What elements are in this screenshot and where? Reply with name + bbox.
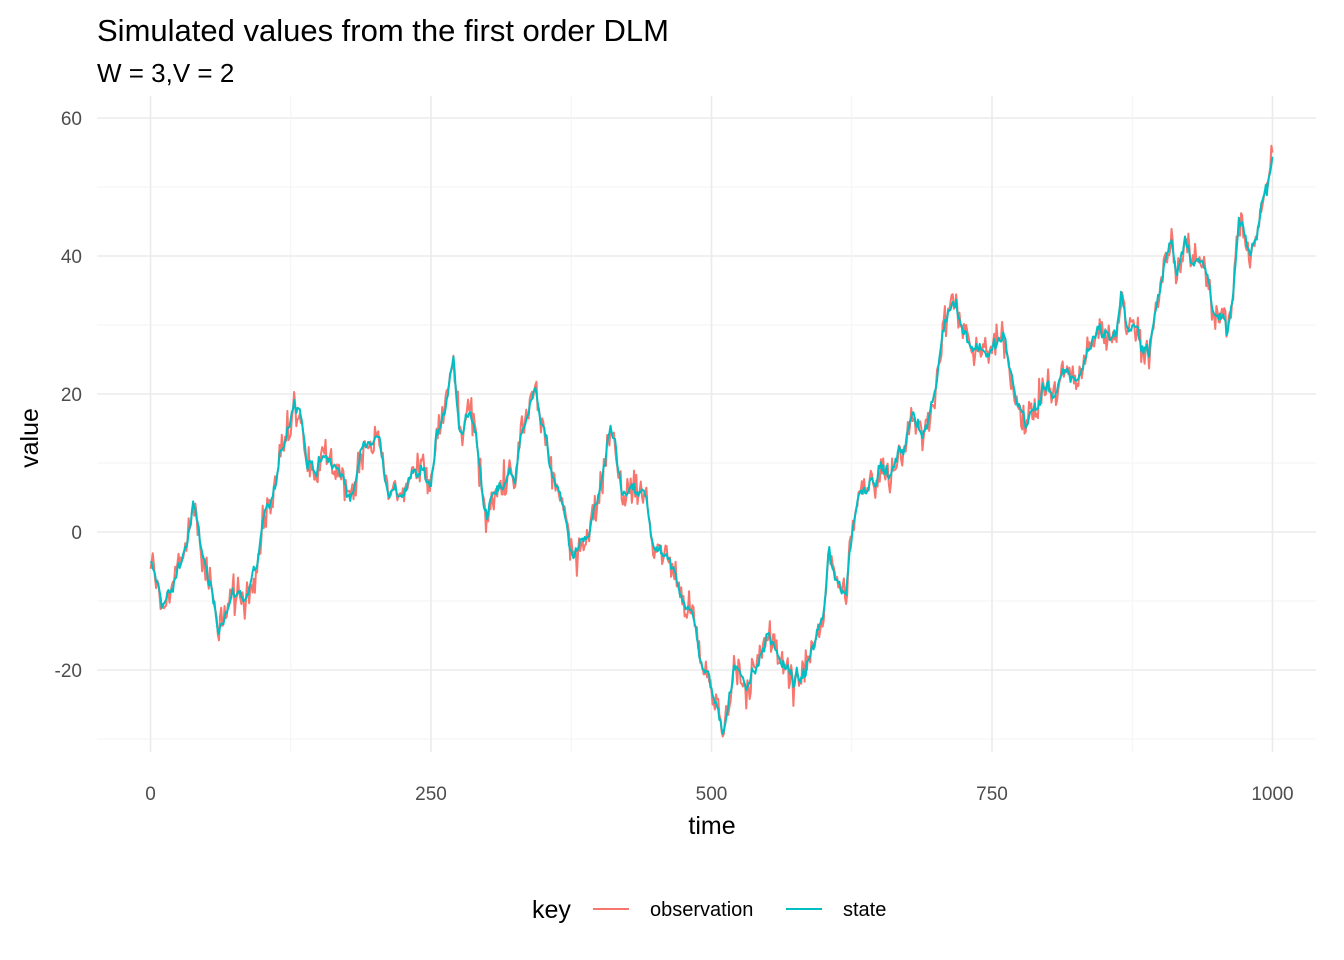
- y-tick-label: -20: [55, 661, 82, 682]
- x-tick-label: 500: [696, 784, 728, 805]
- series-lines: [149, 144, 1274, 738]
- x-tick-label: 750: [976, 784, 1008, 805]
- legend-label-state: state: [843, 899, 886, 921]
- x-axis-ticks: 0 250 500 750 1000: [145, 784, 1293, 805]
- series-line-state: [149, 156, 1274, 735]
- legend: key observation state: [532, 896, 886, 924]
- y-tick-label: 20: [61, 385, 82, 406]
- legend-title: key: [532, 896, 571, 924]
- legend-label-observation: observation: [650, 899, 753, 921]
- y-tick-label: 60: [61, 109, 82, 130]
- chart-title: Simulated values from the first order DL…: [97, 13, 669, 48]
- x-tick-label: 1000: [1251, 784, 1293, 805]
- y-tick-label: 40: [61, 247, 82, 268]
- x-tick-label: 0: [145, 784, 156, 805]
- x-tick-label: 250: [415, 784, 447, 805]
- chart-subtitle: W = 3,V = 2: [97, 58, 234, 88]
- y-axis-ticks: -20 0 20 40 60: [55, 109, 82, 682]
- y-tick-label: 0: [71, 523, 82, 544]
- x-axis-title: time: [688, 812, 735, 840]
- plot-grid: [97, 96, 1316, 752]
- y-axis-title: value: [16, 408, 44, 468]
